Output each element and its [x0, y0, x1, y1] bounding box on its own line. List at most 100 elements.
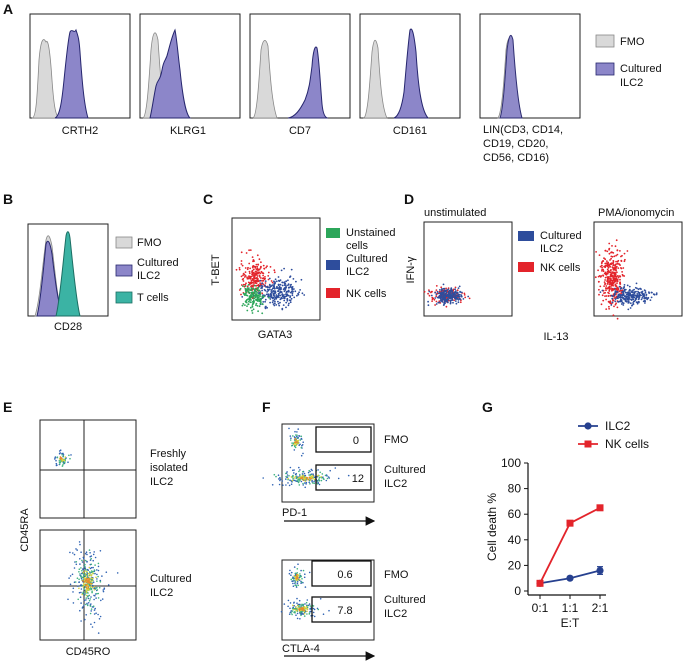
panel-f-letter: F — [262, 399, 271, 415]
xlabel-cd28: CD28 — [54, 321, 82, 333]
y-axis-title: Cell death % — [485, 493, 499, 561]
gate-value-pd1-cultured: 12 — [352, 473, 364, 485]
gate-value-ctla4-fmo: 0.6 — [337, 569, 352, 581]
legend-label-ilc2: ILC2 — [605, 419, 631, 433]
fmo-curve — [31, 39, 61, 119]
gate-value-ctla4-cultured: 7.8 — [337, 605, 352, 617]
sample-isolated: isolated — [150, 462, 188, 474]
point-nk-cells — [536, 579, 544, 587]
legend-ilc2: ILC2 — [346, 266, 369, 278]
legend-cultured: Cultured — [137, 257, 179, 269]
y-tick-label: 80 — [508, 482, 522, 496]
sample-fmo-2: FMO — [384, 569, 409, 581]
scatter-f-ctla4 — [280, 563, 330, 620]
legend-swatch-ilc2 — [595, 62, 615, 76]
y-tick-label: 20 — [508, 558, 522, 572]
panel-e: E CD45RA CD45RO Freshly isolated ILC2 Cu… — [3, 399, 192, 658]
xlabel-gata3: GATA3 — [258, 329, 292, 341]
marker-cd161: CD161 — [393, 125, 427, 137]
ilc2-curve — [499, 34, 523, 119]
scatter-c — [235, 249, 306, 315]
sample-freshly: Freshly — [150, 448, 187, 460]
legend-ilc2: ILC2 — [540, 243, 563, 255]
tcells-curve — [55, 231, 81, 317]
marker-ctla4: CTLA-4 — [282, 643, 320, 655]
marker-lin-line1: LIN(CD3, CD14, — [483, 124, 563, 136]
legend-cultured: Cultured — [620, 63, 662, 75]
point-ilc2 — [566, 574, 574, 582]
sample-fmo-1: FMO — [384, 434, 409, 446]
x-tick-label: 0:1 — [532, 601, 549, 615]
sample-ilc2-fresh: ILC2 — [150, 476, 173, 488]
ilc2-curve — [393, 28, 430, 119]
panel-e-letter: E — [3, 399, 12, 415]
gate-value-pd1-fmo: 0 — [353, 435, 359, 447]
legend-cultured: Cultured — [540, 230, 582, 242]
scatter-d-pma — [594, 239, 658, 320]
xlabel-cd45ro: CD45RO — [66, 646, 111, 658]
x-tick-label: 1:1 — [562, 601, 579, 615]
legend-swatch-cultured — [326, 260, 340, 270]
ilc2-curve — [149, 28, 192, 119]
marker-lin-line3: CD56, CD16) — [483, 152, 549, 164]
legend-ilc2: ILC2 — [137, 270, 160, 282]
y-tick-label: 60 — [508, 507, 522, 521]
panel-c-letter: C — [203, 191, 213, 207]
panel-g: G 0 20 40 60 80 100 0:1 1:1 2:1 E:T Cell death % IL… — [482, 399, 649, 630]
gate-ctla4-cultured — [311, 596, 372, 623]
chart-cell-death: 0 20 40 60 80 100 0:1 1:1 2:1 E:T Cell death % ILC2… — [485, 419, 649, 630]
y-tick-label: 0 — [514, 584, 521, 598]
scatter-d-unstimulated — [423, 283, 471, 308]
marker-lin-line2: CD19, CD20, — [483, 138, 548, 150]
legend-label-nk-cells: NK cells — [605, 437, 649, 451]
panel-d-letter: D — [404, 191, 414, 207]
point-nk-cells — [566, 519, 574, 527]
sample-ilc2-cultured: ILC2 — [150, 587, 173, 599]
sample-cultured-1: Cultured — [384, 464, 426, 476]
sample-ilc2-2: ILC2 — [384, 608, 407, 620]
xlabel-il13: IL-13 — [543, 331, 568, 343]
legend-swatch-nk — [518, 262, 534, 272]
point-nk-cells — [596, 504, 604, 512]
legend-cells: cells — [346, 240, 369, 252]
legend-tcells: T cells — [137, 292, 169, 304]
panel-d: D unstimulated PMA/ionomycin IFN-γ IL-13… — [404, 191, 683, 343]
legend-a: FMO Cultured ILC2 — [595, 34, 662, 89]
histogram-cd161: CD161 — [359, 13, 461, 137]
y-tick-label: 100 — [501, 456, 521, 470]
legend-swatch-fmo — [115, 236, 133, 249]
legend-unstained: Unstained — [346, 227, 396, 239]
legend-ilc2: ILC2 — [620, 77, 643, 89]
gate-ctla4-fmo — [311, 560, 372, 587]
panel-c: C GATA3 T-BET Unstained cells Cultured I… — [203, 191, 396, 341]
sample-cultured: Cultured — [150, 573, 192, 585]
legend-swatch-nk — [326, 288, 340, 298]
histogram-lin: LIN(CD3, CD14, CD19, CD20, CD56, CD16) — [479, 13, 581, 164]
legend-fmo: FMO — [620, 36, 645, 48]
ylabel-tbet: T-BET — [210, 254, 222, 285]
legend-marker-nk-cells — [584, 440, 592, 448]
panel-g-letter: G — [482, 399, 493, 415]
scatter-f-pd1 — [262, 427, 350, 489]
fmo-curve — [363, 39, 388, 119]
histogram-cd7: CD7 — [249, 13, 351, 137]
panel-f: F 0 12 PD-1 0.6 7.8 CTLA-4 FMO Cultured … — [262, 399, 426, 661]
ilc2-curve — [287, 46, 329, 119]
marker-crth2: CRTH2 — [62, 125, 98, 137]
legend-marker-ilc2 — [584, 422, 592, 430]
marker-cd7: CD7 — [289, 125, 311, 137]
ylabel-cd45ra: CD45RA — [19, 508, 31, 552]
legend-nk: NK cells — [346, 288, 387, 300]
ylabel-ifng: IFN-γ — [405, 256, 417, 283]
panel-b-letter: B — [3, 191, 13, 207]
condition-pma: PMA/ionomycin — [598, 207, 674, 219]
legend-swatch-cultured — [518, 231, 534, 241]
x-tick-label: 2:1 — [592, 601, 609, 615]
legend-swatch-fmo — [595, 34, 615, 48]
gate-pd1-cultured — [315, 464, 372, 491]
legend-fmo: FMO — [137, 237, 162, 249]
y-tick-label: 40 — [508, 533, 522, 547]
marker-pd1: PD-1 — [282, 507, 307, 519]
panel-b: B CD28 FMO Cultured ILC2 T cells — [3, 191, 179, 333]
